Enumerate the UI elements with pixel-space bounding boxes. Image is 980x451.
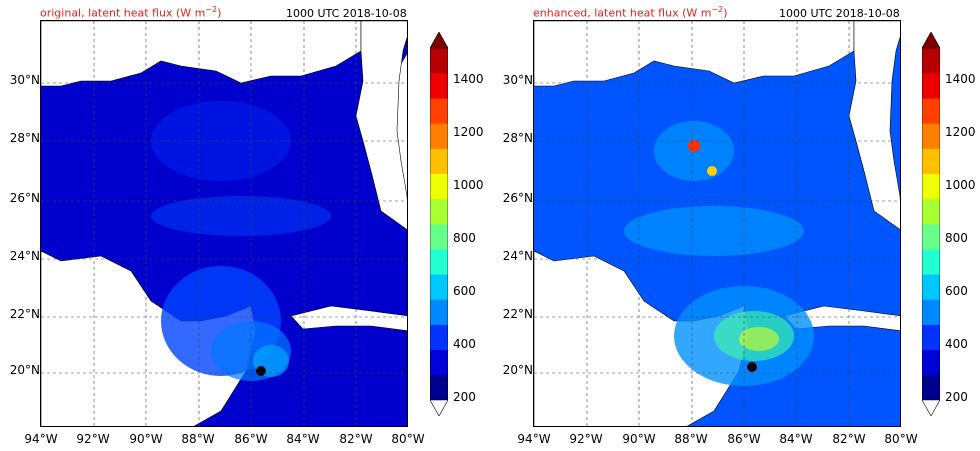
left-cbar-tick-1200: 1200 (453, 125, 484, 139)
colorbar-segment (430, 299, 448, 325)
right-lon-label-86: 86°W (727, 432, 761, 446)
left-lat-label-22: 22°N (9, 307, 40, 321)
colorbar-segment (430, 123, 448, 149)
left-lon-label-92: 92°W (76, 432, 110, 446)
left-panel-time: 1000 UTC 2018-10-08 (286, 7, 407, 20)
colorbar-segment (922, 173, 940, 200)
right-lon-label-92: 92°W (569, 432, 603, 446)
colorbar-segment (430, 374, 448, 401)
right-lat-label-20: 20°N (502, 363, 533, 377)
left-colorbar (429, 31, 449, 417)
colorbar-under-triangle (921, 399, 941, 417)
left-cbar-tick-1000: 1000 (453, 178, 484, 192)
colorbar-segment (430, 173, 448, 200)
colorbar-segment (430, 349, 448, 376)
colorbar-segment (430, 324, 448, 351)
left-cbar-tick-400: 400 (453, 337, 476, 351)
left-lon-label-90: 90°W (129, 432, 163, 446)
colorbar-segment (922, 249, 940, 275)
right-cbar-tick-600: 600 (945, 284, 968, 298)
right-cbar-tick-1000: 1000 (945, 178, 976, 192)
colorbar-segment (922, 198, 940, 225)
colorbar-segment (430, 274, 448, 300)
colorbar-segment (430, 48, 448, 74)
colorbar-segment (922, 123, 940, 149)
left-title-suffix: ) (217, 6, 222, 20)
colorbar-segment (430, 224, 448, 250)
right-lon-label-84: 84°W (779, 432, 813, 446)
colorbar-segment (922, 374, 940, 401)
left-lat-label-24: 24°N (9, 249, 40, 263)
right-colorbar-svg (921, 31, 941, 417)
right-cbar-tick-800: 800 (945, 231, 968, 245)
left-lon-label-80: 80°W (391, 432, 425, 446)
right-lon-label-88: 88°W (674, 432, 708, 446)
right-cbar-tick-1400: 1400 (945, 72, 976, 86)
left-cbar-tick-800: 800 (453, 231, 476, 245)
left-map (40, 20, 408, 427)
right-map-svg (534, 21, 900, 426)
left-lat-label-20: 20°N (9, 363, 40, 377)
right-lat-label-24: 24°N (502, 249, 533, 263)
left-colorbar-svg (429, 31, 449, 417)
right-colorbar (921, 31, 941, 417)
right-lat-label-26: 26°N (502, 191, 533, 205)
colorbar-under-triangle (429, 399, 449, 417)
right-lon-label-80: 80°W (884, 432, 918, 446)
colorbar-segment (922, 224, 940, 250)
colorbar-segment (430, 148, 448, 175)
left-cbar-tick-600: 600 (453, 284, 476, 298)
colorbar-over-triangle (429, 31, 449, 49)
right-map-gridlines (534, 21, 900, 426)
right-lat-label-22: 22°N (502, 307, 533, 321)
left-title-text: original, latent heat flux (W m (40, 6, 206, 20)
left-lon-label-84: 84°W (286, 432, 320, 446)
right-lat-label-30: 30°N (502, 73, 533, 87)
right-title-exponent: −2 (711, 5, 724, 14)
colorbar-segment (922, 299, 940, 325)
left-lon-label-82: 82°W (339, 432, 373, 446)
right-lon-label-90: 90°W (622, 432, 656, 446)
right-lon-label-94: 94°W (517, 432, 551, 446)
colorbar-segment (922, 73, 940, 99)
colorbar-segment (430, 73, 448, 99)
right-title-suffix: ) (723, 6, 728, 20)
left-lat-label-30: 30°N (9, 73, 40, 87)
colorbar-segment (922, 324, 940, 351)
colorbar-segment (430, 98, 448, 124)
right-lat-label-28: 28°N (502, 131, 533, 145)
left-cbar-tick-1400: 1400 (453, 72, 484, 86)
right-title-text: enhanced, latent heat flux (W m (533, 6, 712, 20)
colorbar-segment (922, 48, 940, 74)
right-panel-title: enhanced, latent heat flux (W m−2) (533, 5, 728, 20)
left-map-gridlines (41, 21, 407, 426)
left-lon-label-94: 94°W (24, 432, 58, 446)
left-lon-label-88: 88°W (181, 432, 215, 446)
colorbar-segment (430, 198, 448, 225)
left-title-exponent: −2 (205, 5, 218, 14)
right-cbar-tick-200: 200 (945, 390, 968, 404)
colorbar-segment (922, 148, 940, 175)
right-cbar-tick-1200: 1200 (945, 125, 976, 139)
left-panel-title: original, latent heat flux (W m−2) (40, 5, 221, 20)
left-map-svg (41, 21, 407, 426)
left-lon-label-86: 86°W (234, 432, 268, 446)
left-lat-label-26: 26°N (9, 191, 40, 205)
right-lon-label-82: 82°W (832, 432, 866, 446)
colorbar-segment (922, 274, 940, 300)
colorbar-segment (922, 349, 940, 376)
left-lat-label-28: 28°N (9, 131, 40, 145)
right-map (533, 20, 901, 427)
left-cbar-tick-200: 200 (453, 390, 476, 404)
colorbar-segment (922, 98, 940, 124)
colorbar-segment (430, 249, 448, 275)
right-cbar-tick-400: 400 (945, 337, 968, 351)
right-panel-time: 1000 UTC 2018-10-08 (779, 7, 900, 20)
colorbar-over-triangle (921, 31, 941, 49)
